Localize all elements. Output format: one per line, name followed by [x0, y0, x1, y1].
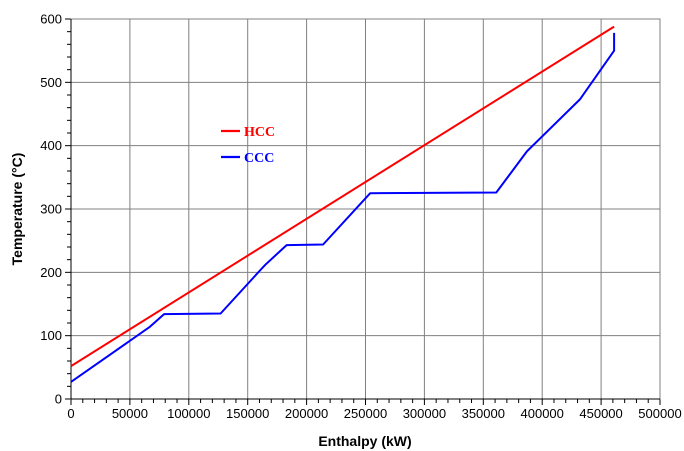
- grid: [71, 18, 661, 399]
- x-tick-label: 50000: [112, 406, 148, 421]
- series-line-ccc: [70, 32, 616, 383]
- x-axis-title: Enthalpy (kW): [318, 433, 411, 449]
- x-tick-label: 100000: [167, 406, 210, 421]
- series-line-hcc: [70, 25, 615, 367]
- y-tick-label: 500: [40, 75, 62, 90]
- x-tick-label: 150000: [226, 406, 269, 421]
- y-tick-label: 400: [40, 138, 62, 153]
- legend-label-ccc: CCC: [244, 151, 274, 166]
- legend-label-hcc: HCC: [244, 125, 275, 140]
- x-tick-label: 400000: [521, 406, 564, 421]
- x-tick-label: 450000: [579, 406, 622, 421]
- y-tick-label: 100: [40, 328, 62, 343]
- x-tick-label: 500000: [638, 406, 681, 421]
- minor-ticks: [65, 18, 661, 405]
- y-tick-label: 200: [40, 265, 62, 280]
- series-layer: [70, 25, 616, 383]
- x-tick-label: 350000: [462, 406, 505, 421]
- x-tick-labels: 0 50000 100000 150000 200000 250000 300000 3500…: [67, 406, 681, 421]
- x-tick-label: 200000: [285, 406, 328, 421]
- x-tick-label: 250000: [344, 406, 387, 421]
- x-tick-label: 0: [67, 406, 74, 421]
- axes: [70, 18, 661, 400]
- y-axis-title: Temperature (°C): [9, 153, 25, 266]
- y-tick-label: 300: [40, 202, 62, 217]
- x-tick-label: 300000: [403, 406, 446, 421]
- y-tick-label: 0: [55, 392, 62, 407]
- legend: HCC CCC: [221, 125, 275, 166]
- y-tick-labels: 0 100 200 300 400 500 600: [40, 12, 62, 407]
- y-tick-label: 600: [40, 12, 62, 27]
